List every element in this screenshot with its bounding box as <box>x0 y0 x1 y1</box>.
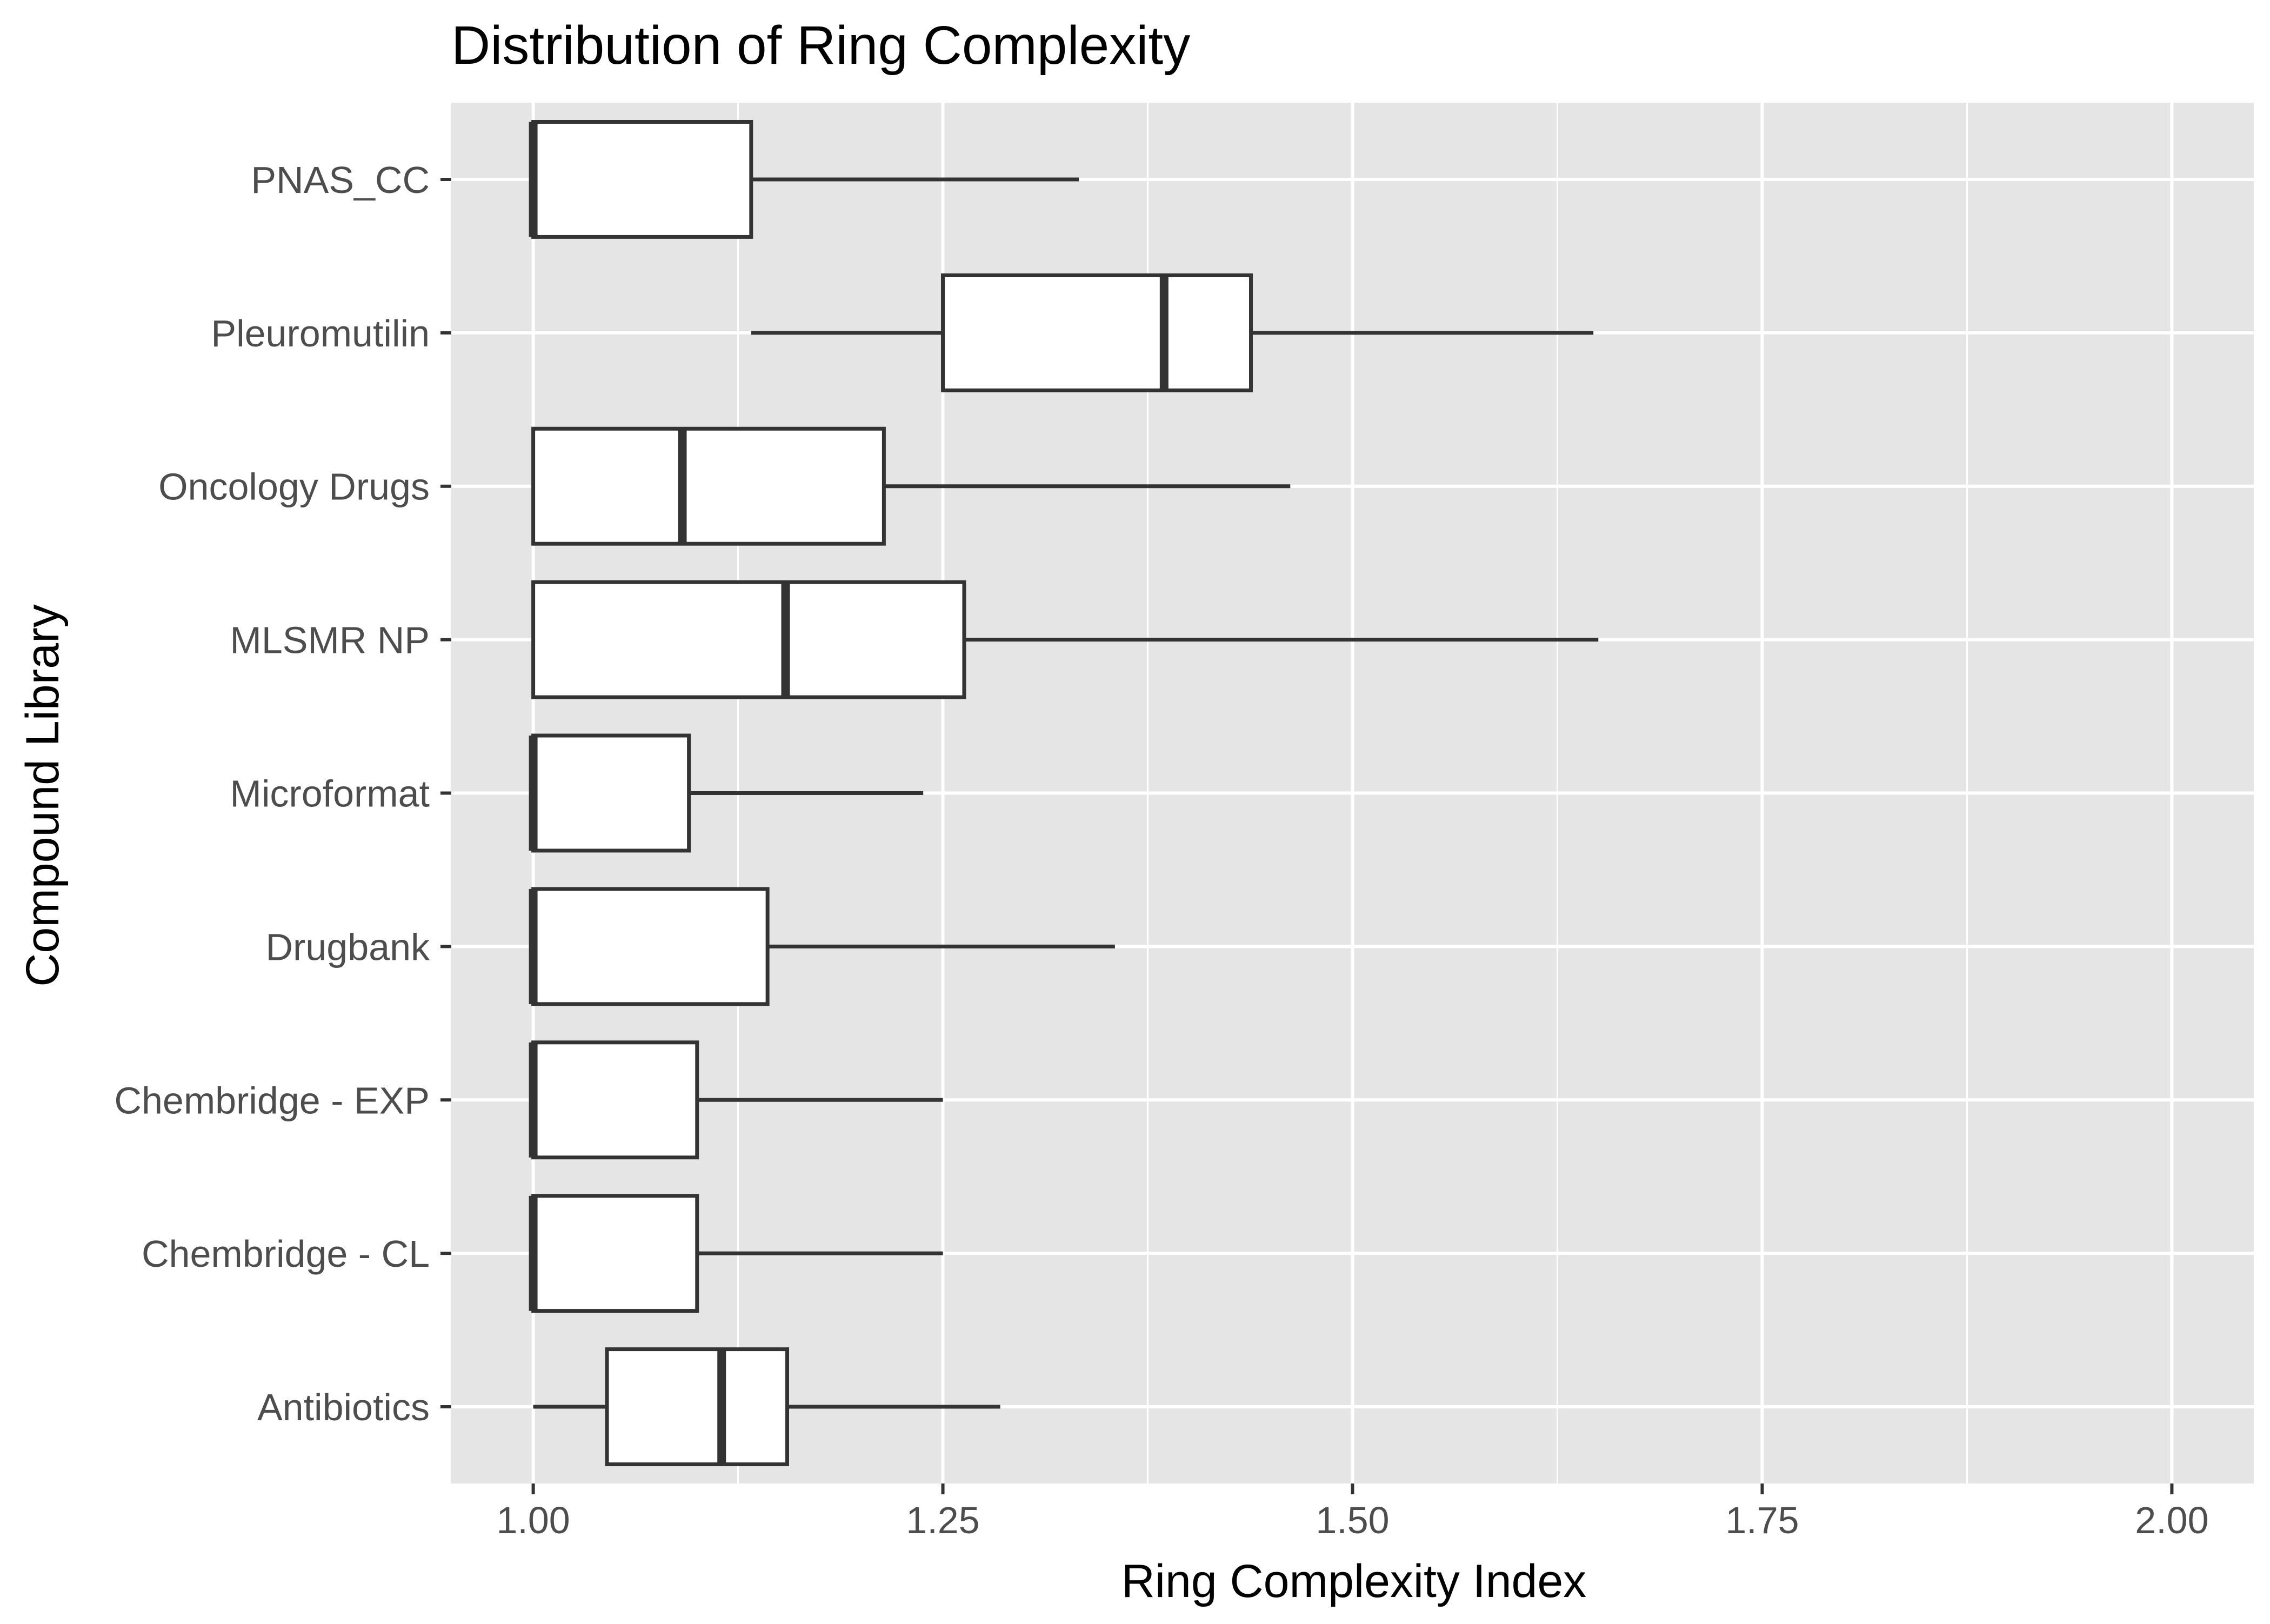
y-tick-label: Antibiotics <box>257 1386 430 1428</box>
y-axis-title: Compound Library <box>17 604 69 986</box>
x-tick-label: 1.25 <box>906 1499 979 1541</box>
axes-layer: 1.00 1.25 1.50 1.75 2.00 Antibiotics Chembridg… <box>114 159 2208 1541</box>
box-body <box>531 1040 699 1160</box>
box-body <box>605 1347 790 1467</box>
box-body <box>531 887 770 1006</box>
y-tick-label: Chembridge - CL <box>142 1233 430 1275</box>
box-body <box>531 733 691 853</box>
box-body <box>531 580 966 699</box>
x-tick-label: 1.00 <box>496 1499 570 1541</box>
y-tick-label: Drugbank <box>265 926 430 968</box>
box-drugbank <box>529 887 1115 1006</box>
box-chembridge-cl <box>529 1194 943 1313</box>
x-tick-label: 1.50 <box>1316 1499 1389 1541</box>
box-body <box>531 1194 699 1313</box>
x-tick-label: 1.75 <box>1725 1499 1799 1541</box>
chart-title: Distribution of Ring Complexity <box>451 15 1190 76</box>
box-chembridge-exp <box>529 1040 943 1160</box>
box-pleuromutilin <box>751 273 1594 392</box>
box-pnas-cc <box>529 119 1079 239</box>
box-body <box>941 273 1253 392</box>
box-antibiotics <box>533 1347 1000 1467</box>
box-body <box>531 119 753 239</box>
y-tick-label: PNAS_CC <box>251 159 430 201</box>
y-tick-label: Chembridge - EXP <box>114 1079 430 1121</box>
box-microformat <box>529 733 924 853</box>
y-tick-label: Microformat <box>230 773 430 815</box>
y-tick-label: Oncology Drugs <box>158 466 430 508</box>
box-oncology-drugs <box>531 426 1291 546</box>
x-axis-title: Ring Complexity Index <box>1121 1555 1586 1607</box>
x-tick-label: 2.00 <box>2135 1499 2208 1541</box>
boxes-layer <box>529 119 1599 1467</box>
y-tick-label: MLSMR NP <box>230 619 430 661</box>
box-body <box>531 426 886 546</box>
y-tick-label: Pleuromutilin <box>211 312 430 355</box>
box-mlsmr-np <box>531 580 1599 699</box>
